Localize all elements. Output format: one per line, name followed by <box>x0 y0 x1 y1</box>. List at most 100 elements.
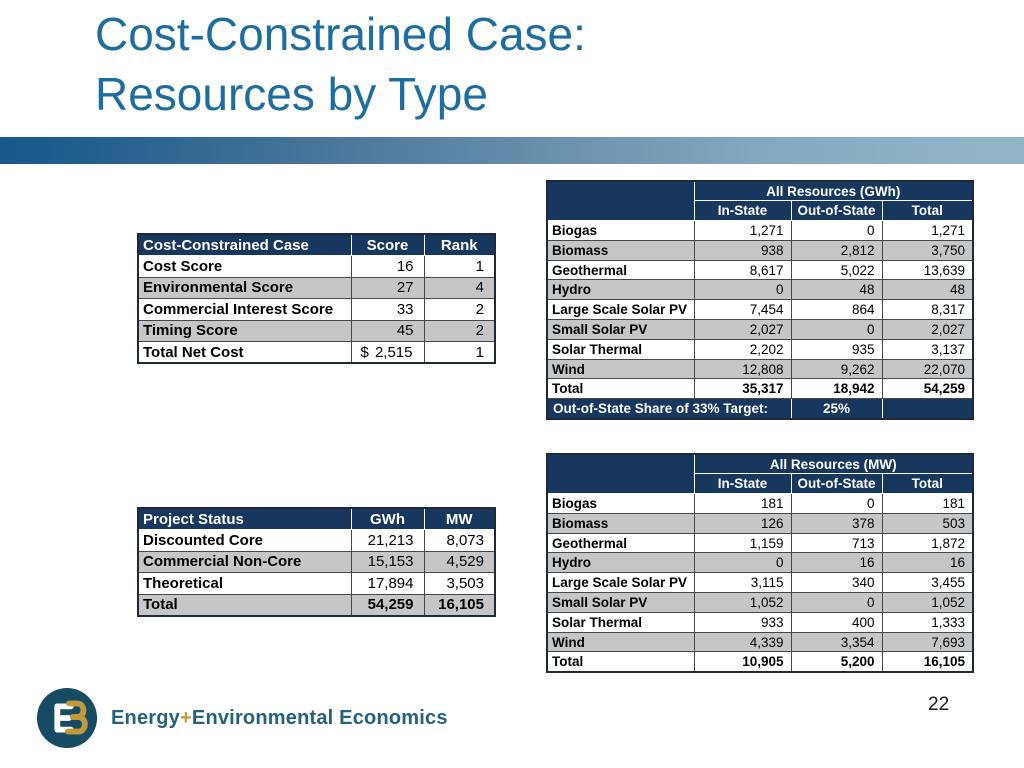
table-header-row: Project Status GWh MW <box>137 507 496 530</box>
total-cell: 16,105 <box>881 651 974 673</box>
outofstate-cell: 5,022 <box>790 259 883 281</box>
table-row: Biomass 126 378 503 <box>546 512 974 534</box>
row-label: Large Scale Solar PV <box>546 572 695 594</box>
outofstate-cell: 340 <box>790 572 883 594</box>
instate-cell: 2,027 <box>693 319 792 340</box>
row-label: Wind <box>546 358 695 380</box>
score-cell: 45 <box>350 319 425 342</box>
outofstate-cell: 864 <box>790 299 883 321</box>
table-row: Commercial Non-Core 15,153 4,529 <box>137 550 496 573</box>
table-subheader-row: In-State Out-of-State Total <box>547 200 974 222</box>
table-title-cell: All Resources (MW) <box>693 453 974 475</box>
instate-cell: 10,905 <box>693 651 792 673</box>
instate-cell: 181 <box>693 493 792 514</box>
table-row: Wind 4,339 3,354 7,693 <box>546 631 974 653</box>
total-cell: 1,271 <box>881 220 974 241</box>
row-label: Biomass <box>546 239 695 261</box>
outofstate-cell: 18,942 <box>790 378 883 400</box>
table-row: Large Scale Solar PV 7,454 864 8,317 <box>546 299 974 321</box>
rank-cell: 1 <box>423 341 496 364</box>
mw-cell: 4,529 <box>423 550 496 573</box>
table-header-row: Cost-Constrained Case Score Rank <box>137 233 496 256</box>
page-number: 22 <box>928 694 950 715</box>
total-cell: 1,333 <box>881 611 974 633</box>
total-cell: 48 <box>881 279 974 301</box>
brand-name-rest: Environmental Economics <box>191 706 448 729</box>
mw-cell: 3,503 <box>423 572 496 595</box>
row-label: Biogas <box>546 493 695 514</box>
slide-title-line1: Cost-Constrained Case: <box>95 8 586 60</box>
instate-cell: 8,617 <box>693 259 792 281</box>
slide-title: Cost-Constrained Case: Resources by Type <box>95 4 586 124</box>
total-cell: 22,070 <box>881 358 974 380</box>
row-label: Cost Score <box>137 255 352 278</box>
outofstate-cell: 713 <box>790 532 883 554</box>
column-header-project-status: Project Status <box>137 507 352 530</box>
table-row: Small Solar PV 2,027 0 2,027 <box>546 319 974 340</box>
project-status-table: Project Status GWh MW Discounted Core 21… <box>137 507 496 617</box>
instate-cell: 0 <box>693 279 792 301</box>
table-row-total: Total 35,317 18,942 54,259 <box>546 378 974 400</box>
total-cell: 54,259 <box>881 378 974 400</box>
instate-cell: 0 <box>693 552 792 574</box>
total-cell: 503 <box>881 512 974 534</box>
table-subheader-row: In-State Out-of-State Total <box>547 473 974 495</box>
gwh-cell: 17,894 <box>350 572 425 595</box>
table-title-cell: All Resources (GWh) <box>693 180 974 202</box>
table-row: Large Scale Solar PV 3,115 340 3,455 <box>546 572 974 594</box>
row-label: Commercial Non-Core <box>137 550 352 573</box>
table-row: Timing Score 45 2 <box>137 319 496 342</box>
outofstate-cell: 9,262 <box>790 358 883 380</box>
instate-cell: 938 <box>693 239 792 261</box>
row-label: Biogas <box>546 220 695 241</box>
instate-cell: 1,271 <box>693 220 792 241</box>
row-label: Biomass <box>546 512 695 534</box>
table-footer-row: Out-of-State Share of 33% Target: 25% <box>546 398 974 420</box>
total-cell: 2,027 <box>881 319 974 340</box>
slide-title-line2: Resources by Type <box>95 68 488 120</box>
gwh-cell: 21,213 <box>350 529 425 552</box>
column-header-gwh: GWh <box>350 507 425 530</box>
rank-cell: 2 <box>423 319 496 342</box>
row-label: Total <box>546 378 695 400</box>
score-cell: 27 <box>350 276 425 299</box>
outofstate-cell: 378 <box>790 512 883 534</box>
column-header-outofstate: Out-of-State <box>790 200 883 222</box>
gradient-divider-bar <box>0 137 1024 164</box>
total-cell: 7,693 <box>881 631 974 653</box>
footer-label: Out-of-State Share of 33% Target: <box>546 398 792 420</box>
row-label: Large Scale Solar PV <box>546 299 695 321</box>
table-header-row: All Resources (MW) <box>546 453 974 495</box>
column-header-instate: In-State <box>693 200 792 222</box>
score-cell-currency: $ 2,515 <box>350 341 425 364</box>
row-label: Total <box>137 593 352 616</box>
table-row: Biogas 1,271 0 1,271 <box>546 220 974 241</box>
total-cell: 3,750 <box>881 239 974 261</box>
mw-cell: 8,073 <box>423 529 496 552</box>
table-row: Geothermal 8,617 5,022 13,639 <box>546 259 974 281</box>
corner-cell <box>546 180 695 222</box>
table-row: Hydro 0 16 16 <box>546 552 974 574</box>
instate-cell: 35,317 <box>693 378 792 400</box>
row-label: Discounted Core <box>137 529 352 552</box>
gwh-cell: 54,259 <box>350 593 425 616</box>
instate-cell: 7,454 <box>693 299 792 321</box>
e3-logo-icon <box>36 687 98 749</box>
instate-cell: 933 <box>693 611 792 633</box>
table-row: Environmental Score 27 4 <box>137 276 496 299</box>
outofstate-cell: 3,354 <box>790 631 883 653</box>
outofstate-cell: 16 <box>790 552 883 574</box>
total-cell: 1,872 <box>881 532 974 554</box>
all-resources-gwh-table: All Resources (GWh) In-State Out-of-Stat… <box>546 180 975 420</box>
row-label: Environmental Score <box>137 276 352 299</box>
table-row: Wind 12,808 9,262 22,070 <box>546 358 974 380</box>
column-header-rank: Rank <box>423 233 496 256</box>
table-row: Biomass 938 2,812 3,750 <box>546 239 974 261</box>
outofstate-cell: 0 <box>790 493 883 514</box>
row-label: Theoretical <box>137 572 352 595</box>
row-label: Small Solar PV <box>546 592 695 613</box>
table-row: Cost Score 16 1 <box>137 255 496 278</box>
row-label: Solar Thermal <box>546 338 695 360</box>
column-header-total: Total <box>881 200 974 222</box>
